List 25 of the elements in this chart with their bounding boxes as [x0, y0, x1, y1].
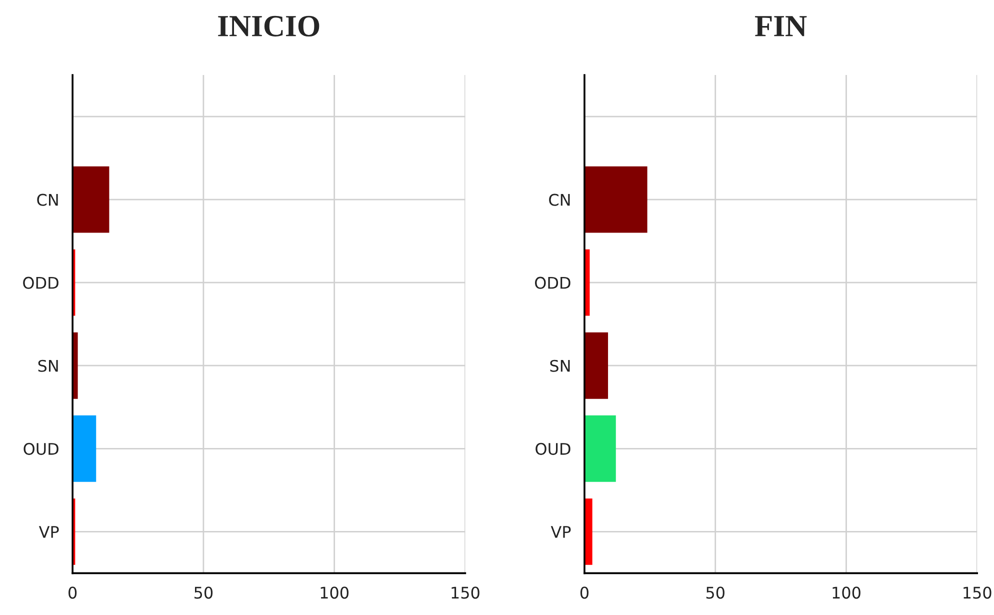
x-tick-label: 0: [68, 586, 77, 599]
y-tick-label: SN: [38, 360, 58, 372]
x-tick-label: 100: [320, 586, 348, 599]
y-tick-label: CN: [37, 194, 58, 206]
x-tick-label: 50: [706, 586, 724, 599]
chart-title: FIN: [754, 16, 807, 36]
x-tick-label: 150: [964, 586, 992, 599]
x-tick-label: 0: [580, 586, 588, 599]
x-tick-label: 150: [452, 586, 480, 599]
y-tick-label: ODD: [23, 276, 58, 289]
x-tick-label: 100: [832, 586, 860, 599]
y-tick-label: CN: [549, 194, 570, 206]
bar: [584, 166, 648, 233]
bar: [72, 166, 110, 233]
chart-title: INICIO: [218, 16, 320, 36]
y-tick-label: OUD: [536, 442, 570, 455]
x-tick-label: 50: [194, 586, 213, 599]
bar: [584, 332, 608, 399]
bar: [584, 415, 616, 482]
y-tick-label: OUD: [24, 442, 58, 455]
y-tick-label: ODD: [535, 276, 570, 289]
y-tick-label: SN: [550, 360, 570, 372]
y-tick-label: VP: [38, 526, 59, 538]
y-tick-label: VP: [550, 526, 571, 538]
bar: [72, 415, 96, 482]
